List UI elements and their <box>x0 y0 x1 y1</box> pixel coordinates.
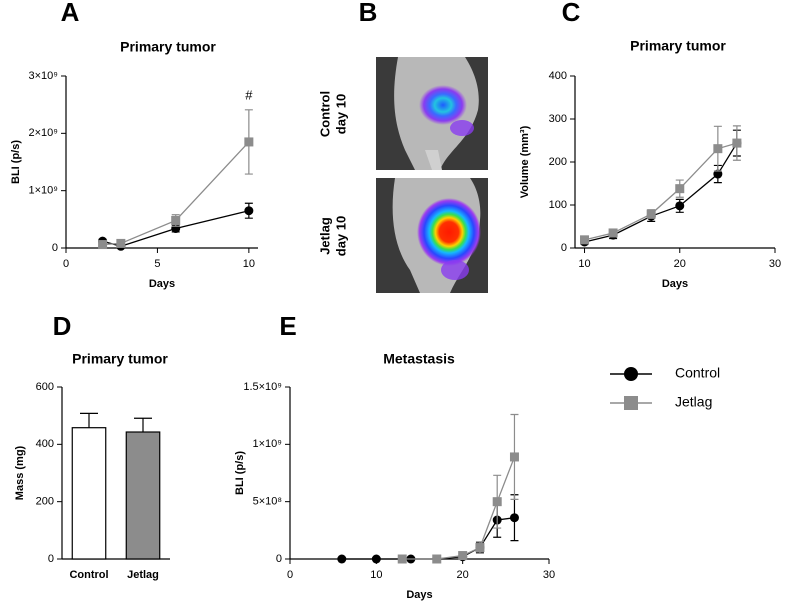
x-tick-label: 0 <box>287 569 293 581</box>
data-point <box>492 497 502 507</box>
data-point <box>675 201 685 211</box>
y-tick-label: 200 <box>549 156 567 168</box>
chart-title: Primary tumor <box>120 39 216 55</box>
legend-marker <box>624 367 638 381</box>
x-axis-label: Days <box>406 589 432 601</box>
y-axis-label: BLI (p/s) <box>234 451 246 495</box>
panel-letter: E <box>279 311 296 341</box>
mouse-image <box>376 57 488 170</box>
x-axis-label: Days <box>662 278 688 290</box>
data-point <box>713 169 723 179</box>
y-tick-label: 0 <box>48 553 54 565</box>
y-tick-label: 400 <box>36 438 54 450</box>
y-tick-label: 1×10⁹ <box>29 185 59 197</box>
legend-label: Jetlag <box>675 394 712 410</box>
image-label: day 10 <box>333 94 348 134</box>
error-bar <box>80 412 98 428</box>
data-point <box>732 138 742 148</box>
panel-letter: C <box>562 0 581 27</box>
panel-letter: B <box>359 0 378 27</box>
data-point <box>713 144 723 154</box>
chart-title: Metastasis <box>383 351 455 367</box>
x-tick-label: 5 <box>154 258 160 270</box>
image-label: day 10 <box>333 216 348 256</box>
data-point <box>397 554 407 564</box>
y-tick-label: 200 <box>36 496 54 508</box>
y-tick-label: 400 <box>549 70 567 82</box>
data-point <box>646 209 656 219</box>
y-tick-label: 300 <box>549 113 567 125</box>
x-tick-label: Control <box>69 569 108 581</box>
data-point <box>244 206 254 216</box>
y-axis-label: Volume (mm³) <box>519 125 531 198</box>
y-tick-label: 0 <box>52 242 58 254</box>
y-axis-label: Mass (mg) <box>14 445 26 500</box>
data-point <box>509 452 519 462</box>
y-tick-label: 1.5×10⁹ <box>243 381 282 393</box>
chart-title: Primary tumor <box>630 38 726 54</box>
x-tick-label: Jetlag <box>127 569 159 581</box>
x-axis-label: Days <box>149 278 175 290</box>
data-point <box>458 551 468 561</box>
legend-marker <box>624 396 638 410</box>
x-tick-label: 20 <box>674 258 686 270</box>
data-point <box>608 228 618 238</box>
error-bar <box>134 417 152 433</box>
x-tick-label: 10 <box>243 258 255 270</box>
x-tick-label: 0 <box>63 258 69 270</box>
image-label: Control <box>317 91 332 137</box>
data-point <box>171 215 181 225</box>
x-tick-label: 10 <box>370 569 382 581</box>
chart-title: Primary tumor <box>72 351 168 367</box>
annotation: # <box>245 87 253 102</box>
x-tick-label: 30 <box>769 258 781 270</box>
data-point <box>475 543 485 553</box>
y-axis-label: BLI (p/s) <box>10 140 22 184</box>
mouse-image <box>376 178 488 293</box>
data-point <box>509 513 519 523</box>
bar <box>71 427 107 560</box>
data-point <box>675 184 685 194</box>
y-tick-label: 0 <box>276 553 282 565</box>
data-point <box>580 235 590 245</box>
x-tick-label: 10 <box>578 258 590 270</box>
image-label: Jetlag <box>317 217 332 255</box>
y-tick-label: 1×10⁹ <box>253 438 283 450</box>
panel-letter: D <box>53 311 72 341</box>
data-point <box>432 554 442 564</box>
series-line <box>102 141 250 246</box>
x-tick-label: 20 <box>457 569 469 581</box>
y-tick-label: 600 <box>36 381 54 393</box>
series-line <box>584 142 738 241</box>
y-tick-label: 2×10⁹ <box>29 127 59 139</box>
data-point <box>98 240 108 250</box>
y-tick-label: 3×10⁹ <box>29 70 59 82</box>
data-point <box>244 137 254 147</box>
x-tick-label: 30 <box>543 569 555 581</box>
y-tick-label: 100 <box>549 199 567 211</box>
data-point <box>116 238 126 248</box>
bar <box>125 431 161 560</box>
data-point <box>337 554 347 564</box>
panel-letter: A <box>61 0 80 27</box>
y-tick-label: 5×10⁸ <box>253 496 282 508</box>
y-tick-label: 0 <box>561 242 567 254</box>
legend-label: Control <box>675 365 720 381</box>
data-point <box>371 554 381 564</box>
series-line <box>584 142 738 243</box>
series-line <box>402 456 516 560</box>
